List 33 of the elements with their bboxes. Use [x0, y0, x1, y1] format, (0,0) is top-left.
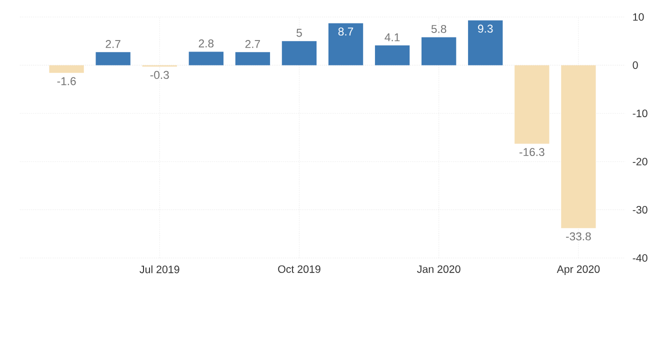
- x-tick-label: Jul 2019: [140, 265, 180, 274]
- data-label: 4.1: [384, 33, 400, 42]
- bar: [514, 65, 550, 144]
- data-label: 9.3: [478, 24, 493, 33]
- bar: [49, 65, 84, 73]
- data-label: -0.3: [150, 70, 169, 79]
- y-tick-label: -30: [632, 206, 648, 214]
- x-tick-label: Jan 2020: [417, 265, 460, 273]
- y-tick-label: 0: [632, 61, 638, 69]
- y-tick-label: -10: [632, 110, 648, 118]
- bar: [282, 41, 317, 66]
- bar: [422, 37, 456, 66]
- data-label: -16.3: [520, 148, 544, 156]
- bar: [374, 45, 410, 66]
- y-tick-label: 10: [633, 13, 644, 21]
- bar: [188, 52, 224, 66]
- data-label: 2.7: [245, 40, 260, 48]
- y-tick-label: -20: [632, 158, 648, 166]
- x-tick-label: Apr 2020: [556, 265, 600, 276]
- data-label: 8.7: [338, 28, 354, 36]
- data-label: 2.7: [106, 40, 120, 48]
- data-label: -1.6: [57, 77, 76, 86]
- y-tick-label: -40: [632, 254, 648, 262]
- x-tick-label: Oct 2019: [278, 265, 320, 273]
- data-label: 5.8: [431, 24, 446, 33]
- data-label: -33.8: [566, 232, 591, 240]
- data-label: 5: [296, 28, 302, 37]
- data-label: 2.8: [198, 39, 214, 48]
- bar: [235, 52, 270, 66]
- bar: [96, 52, 130, 66]
- bar: [468, 20, 503, 66]
- bar: [561, 65, 596, 228]
- bar: [328, 23, 364, 66]
